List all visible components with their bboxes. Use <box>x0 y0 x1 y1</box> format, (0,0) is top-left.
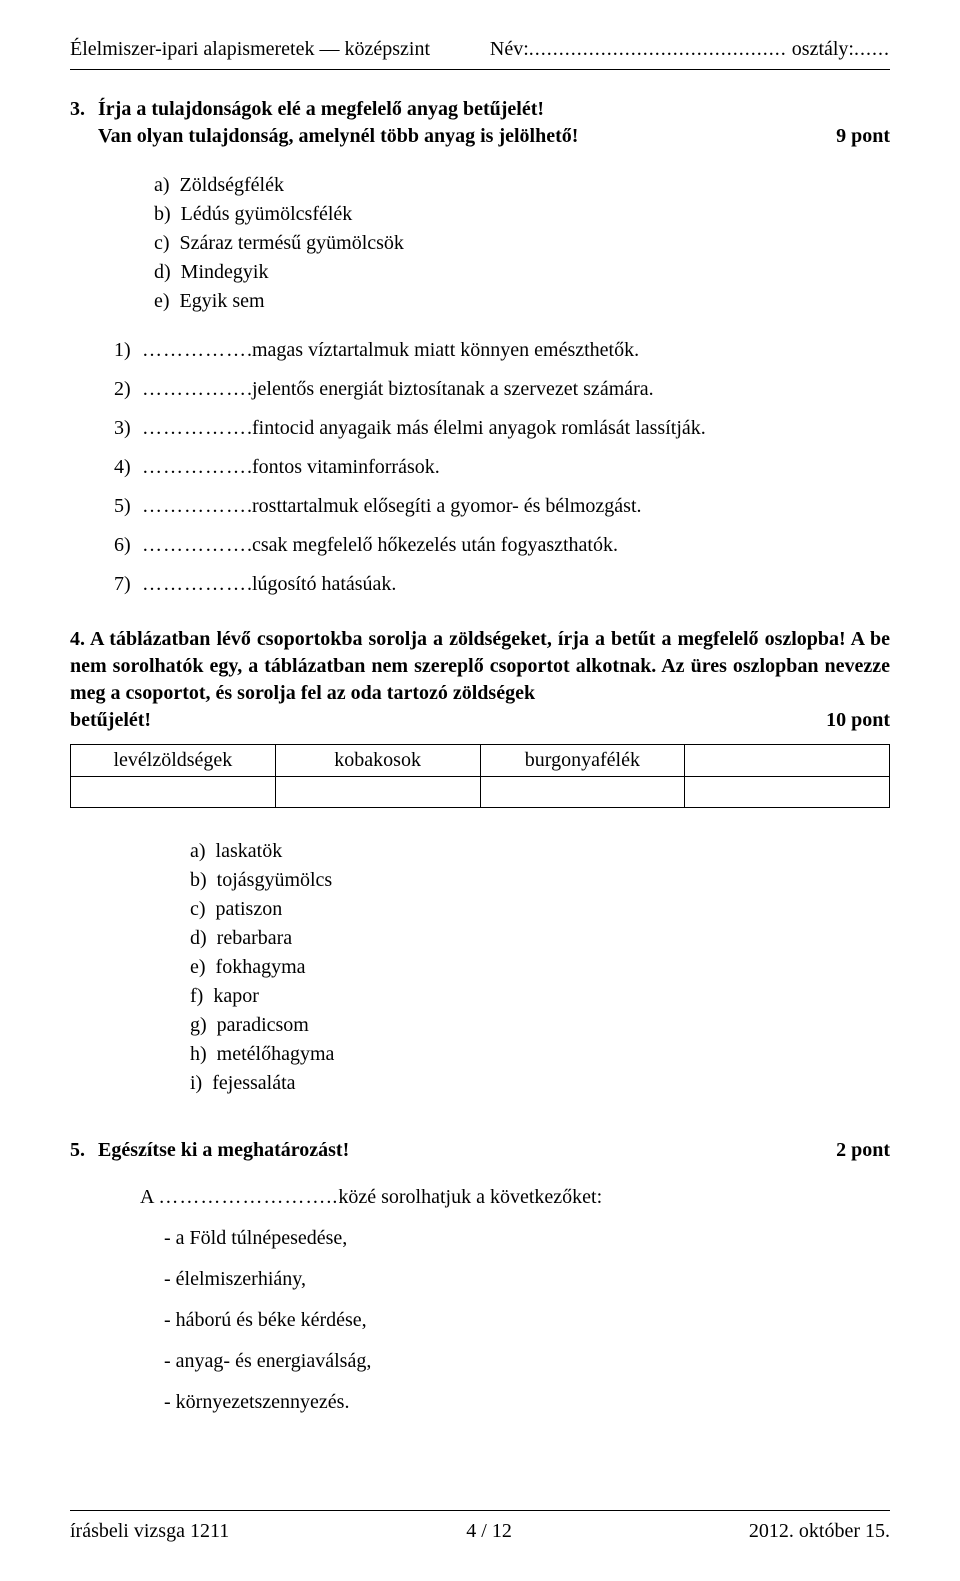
question-4: 4. A táblázatban lévő csoportokba sorolj… <box>70 626 890 707</box>
q3-options: a) Zöldségfélék b) Lédús gyümölcsfélék c… <box>154 172 890 315</box>
q3-title-line2: Van olyan tulajdonság, amelynél több any… <box>70 123 890 150</box>
q3-opt-c: c) Száraz termésű gyümölcsök <box>154 230 890 257</box>
q4-opt-c: c) patiszon <box>190 896 890 923</box>
footer-left: írásbeli vizsga 1211 <box>70 1518 229 1545</box>
q5-item-2: - élelmiszerhiány, <box>164 1266 890 1293</box>
q4-last-line: betűjelét! 10 pont <box>70 707 890 734</box>
q4-th-1: levélzöldségek <box>71 745 276 777</box>
q3-number: 3. <box>70 96 98 123</box>
q4-th-4 <box>685 745 890 777</box>
class-dots: ...... <box>854 38 890 60</box>
q3-n1: 1)…………….magas víztartalmuk miatt könnyen… <box>114 337 890 364</box>
q4-opt-g: g) paradicsom <box>190 1012 890 1039</box>
header-left: Élelmiszer-ipari alapismeretek — középsz… <box>70 36 430 63</box>
q4-cell <box>685 777 890 808</box>
q5-a-dots: …………………….. <box>158 1186 338 1208</box>
q4-number: 4. <box>70 628 85 650</box>
q3-n4: 4)…………….fontos vitaminforrások. <box>114 454 890 481</box>
q4-opt-e: e) fokhagyma <box>190 954 890 981</box>
q4-points: 10 pont <box>826 707 890 734</box>
q3-opt-d: d) Mindegyik <box>154 259 890 286</box>
header-right: Név:....................................… <box>490 36 890 63</box>
name-label: Név: <box>490 38 529 60</box>
q4-cell <box>275 777 480 808</box>
q5-a-line: A ……………………..közé sorolhatjuk a következő… <box>140 1184 890 1211</box>
footer-right: 2012. október 15. <box>749 1518 890 1545</box>
footer-rule <box>70 1510 890 1511</box>
header-rule <box>70 69 890 70</box>
q5-points: 2 pont <box>836 1137 890 1164</box>
q5-item-5: - környezetszennyezés. <box>164 1389 890 1416</box>
q4-th-2: kobakosok <box>275 745 480 777</box>
q4-opt-h: h) metélőhagyma <box>190 1041 890 1068</box>
q5-a-prefix: A <box>140 1186 158 1208</box>
q4-th-3: burgonyafélék <box>480 745 685 777</box>
footer-center: 4 / 12 <box>466 1518 512 1545</box>
q5-item-4: - anyag- és energiaválság, <box>164 1348 890 1375</box>
q3-title2: Van olyan tulajdonság, amelynél több any… <box>70 123 578 150</box>
q3-n7: 7)…………….lúgosító hatásúak. <box>114 571 890 598</box>
page: Élelmiszer-ipari alapismeretek — középsz… <box>0 0 960 1581</box>
table-row: levélzöldségek kobakosok burgonyafélék <box>71 745 890 777</box>
q4-cell <box>480 777 685 808</box>
q4-opt-a: a) laskatök <box>190 838 890 865</box>
q3-n5: 5)…………….rosttartalmuk elősegíti a gyomor… <box>114 493 890 520</box>
page-header: Élelmiszer-ipari alapismeretek — középsz… <box>70 36 890 63</box>
q4-options: a) laskatök b) tojásgyümölcs c) patiszon… <box>190 838 890 1097</box>
q4-opt-d: d) rebarbara <box>190 925 890 952</box>
q5-item-3: - háború és béke kérdése, <box>164 1307 890 1334</box>
table-row <box>71 777 890 808</box>
q3-n2: 2)…………….jelentős energiát biztosítanak a… <box>114 376 890 403</box>
q5-item-1: - a Föld túlnépesedése, <box>164 1225 890 1252</box>
q5-list: - a Föld túlnépesedése, - élelmiszerhián… <box>164 1225 890 1416</box>
q5-number: 5. <box>70 1137 98 1164</box>
q3-n6: 6)…………….csak megfelelő hőkezelés után fo… <box>114 532 890 559</box>
q4-opt-b: b) tojásgyümölcs <box>190 867 890 894</box>
q3-n3: 3)…………….fintocid anyagaik más élelmi any… <box>114 415 890 442</box>
q5-title: 5.Egészítse ki a meghatározást! 2 pont <box>70 1137 890 1164</box>
class-label: osztály: <box>792 38 854 60</box>
q3-points: 9 pont <box>836 123 890 150</box>
q4-opt-f: f) kapor <box>190 983 890 1010</box>
question-3: 3.Írja a tulajdonságok elé a megfelelő a… <box>70 96 890 598</box>
q4-opt-i: i) fejessaláta <box>190 1070 890 1097</box>
q4-text: A táblázatban lévő csoportokba sorolja a… <box>70 628 890 704</box>
q4-table: levélzöldségek kobakosok burgonyafélék <box>70 744 890 808</box>
q4-cell <box>71 777 276 808</box>
q3-opt-a: a) Zöldségfélék <box>154 172 890 199</box>
q5-title-text: Egészítse ki a meghatározást! <box>98 1139 349 1161</box>
q3-title-line1: 3.Írja a tulajdonságok elé a megfelelő a… <box>70 96 890 123</box>
q3-opt-e: e) Egyik sem <box>154 288 890 315</box>
q3-title1: Írja a tulajdonságok elé a megfelelő any… <box>98 98 544 120</box>
q4-text-last: betűjelét! <box>70 707 151 734</box>
q3-opt-b: b) Lédús gyümölcsfélék <box>154 201 890 228</box>
question-5: 5.Egészítse ki a meghatározást! 2 pont A… <box>70 1137 890 1416</box>
page-footer: írásbeli vizsga 1211 4 / 12 2012. októbe… <box>70 1518 890 1545</box>
q5-a-suffix: közé sorolhatjuk a következőket: <box>338 1186 602 1208</box>
q3-numbered: 1)…………….magas víztartalmuk miatt könnyen… <box>114 337 890 598</box>
name-dots: ........................................… <box>529 38 787 60</box>
